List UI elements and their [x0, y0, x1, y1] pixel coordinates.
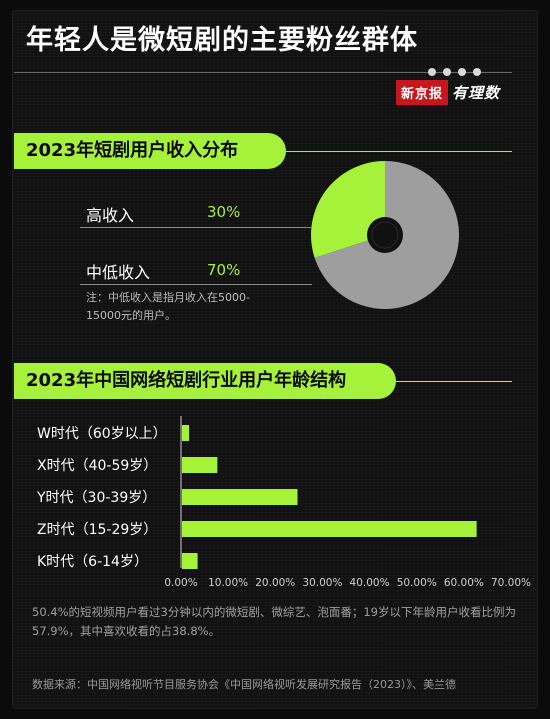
x-tick-label: 50.00% — [397, 577, 437, 589]
legend-value-midlow: 70% — [207, 261, 241, 279]
legend-value-high: 30% — [207, 203, 241, 221]
bar — [182, 425, 190, 441]
divider-dot — [473, 68, 481, 76]
x-tick-label: 30.00% — [302, 577, 342, 589]
brand-name: 新京报 — [396, 80, 449, 105]
donut-slice-0 — [311, 161, 385, 258]
bar — [182, 521, 477, 537]
income-donut-chart — [311, 161, 459, 309]
category-label: Z时代（15-29岁） — [37, 522, 157, 538]
main-title: 年轻人是微短剧的主要粉丝群体 — [26, 25, 418, 56]
divider-dot — [458, 68, 466, 76]
donut-hole-ring — [371, 221, 399, 249]
x-tick-label: 0.00% — [164, 577, 197, 589]
x-tick-label: 70.00% — [491, 577, 531, 589]
category-label: W时代（60岁以上） — [37, 426, 167, 442]
legend-label-midlow: 中低收入 — [86, 263, 151, 282]
section-income-rule — [286, 151, 512, 152]
brand-logo: 新京报 有理数 — [396, 80, 500, 105]
category-label: X时代（40-59岁） — [37, 458, 157, 474]
age-bar-chart: W时代（60岁以上） X时代（40-59岁） Y时代（30-39岁） Z时代（15-2… — [36, 416, 531, 589]
title-divider — [14, 72, 512, 73]
section-age-rule — [396, 381, 512, 382]
income-note: 注：中低收入是指月收入在5000-15000元的用户。 — [86, 291, 250, 322]
legend-divider-high — [80, 227, 312, 228]
legend-divider-midlow — [80, 284, 312, 285]
footnote: 50.4%的短视频用户看过3分钟以内的微短剧、微综艺、泡面番；19岁以下年龄用户… — [32, 605, 516, 638]
section-age-title: 2023年中国网络短剧行业用户年龄结构 — [14, 363, 396, 399]
x-tick-label: 40.00% — [350, 577, 390, 589]
x-tick-label: 60.00% — [444, 577, 484, 589]
section-income-title: 2023年短剧用户收入分布 — [14, 133, 286, 169]
bar — [182, 489, 298, 505]
category-label: Y时代（30-39岁） — [36, 490, 156, 506]
divider-dot — [443, 68, 451, 76]
x-tick-label: 10.00% — [208, 577, 248, 589]
legend-label-high: 高收入 — [86, 206, 135, 225]
category-label: K时代（6-14岁） — [37, 554, 148, 570]
bar — [182, 457, 218, 473]
bar — [182, 553, 198, 569]
divider-dot — [428, 68, 436, 76]
divider-dots — [428, 68, 481, 76]
data-source: 数据来源：中国网络视听节目服务协会《中国网络视听发展研究报告（2023）》、美兰… — [32, 678, 456, 691]
x-tick-label: 20.00% — [255, 577, 295, 589]
brand-sub: 有理数 — [452, 84, 501, 102]
